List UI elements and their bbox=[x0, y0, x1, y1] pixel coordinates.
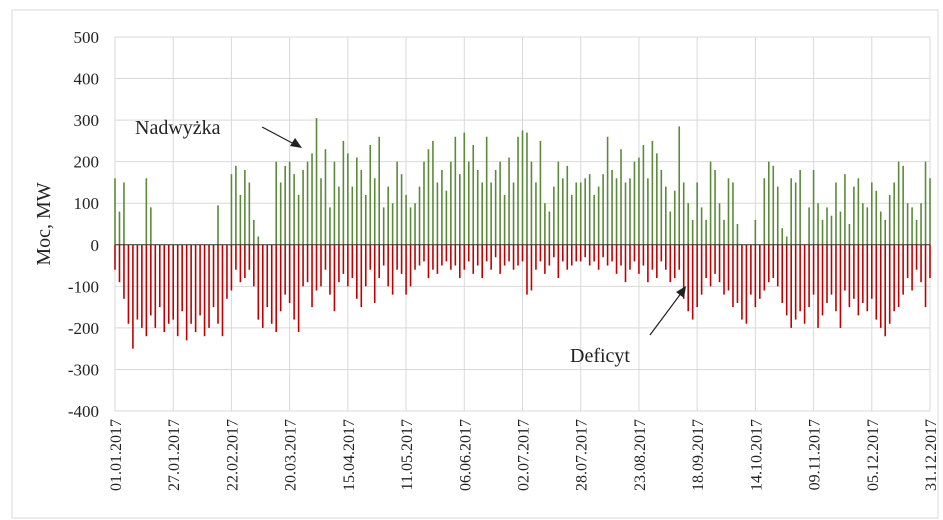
x-tick-label: 18.09.2017 bbox=[690, 419, 707, 491]
x-tick-label: 27.01.2017 bbox=[166, 419, 183, 491]
y-tick-label: 400 bbox=[74, 70, 100, 89]
x-tick-label: 05.12.2017 bbox=[865, 419, 882, 491]
y-axis-label: Moc, MW bbox=[33, 182, 55, 265]
y-tick-label: -200 bbox=[68, 319, 99, 338]
annotation-arrow bbox=[261, 126, 297, 146]
x-tick-label: 23.08.2017 bbox=[632, 419, 649, 491]
annotation: Deficyt bbox=[570, 345, 630, 367]
y-tick-label: 500 bbox=[74, 28, 100, 47]
arrow-head bbox=[290, 138, 302, 148]
x-tick-label: 02.07.2017 bbox=[516, 419, 533, 491]
x-tick-label: 28.07.2017 bbox=[574, 419, 591, 491]
y-tick-label: -300 bbox=[68, 360, 99, 379]
y-tick-label: -400 bbox=[68, 402, 99, 421]
y-tick-label: 300 bbox=[74, 111, 100, 130]
y-tick-label: 200 bbox=[74, 153, 100, 172]
annotation: Nadwyżka bbox=[135, 117, 221, 139]
x-tick-label: 01.01.2017 bbox=[108, 419, 125, 491]
x-tick-label: 22.02.2017 bbox=[224, 419, 241, 491]
x-tick-label: 20.03.2017 bbox=[283, 419, 300, 491]
x-tick-label: 31.12.2017 bbox=[923, 419, 940, 491]
y-tick-label: 100 bbox=[74, 194, 100, 213]
x-tick-label: 11.05.2017 bbox=[399, 419, 416, 490]
x-tick-label: 14.10.2017 bbox=[748, 419, 765, 491]
x-tick-label: 15.04.2017 bbox=[341, 419, 358, 491]
chart-frame bbox=[11, 9, 939, 519]
arrow-head bbox=[676, 286, 686, 298]
annotation-arrow bbox=[649, 291, 683, 336]
x-tick-label: 09.11.2017 bbox=[807, 419, 824, 490]
x-tick-label: 06.06.2017 bbox=[457, 419, 474, 491]
y-tick-label: 0 bbox=[91, 236, 100, 255]
y-tick-label: -100 bbox=[68, 277, 99, 296]
